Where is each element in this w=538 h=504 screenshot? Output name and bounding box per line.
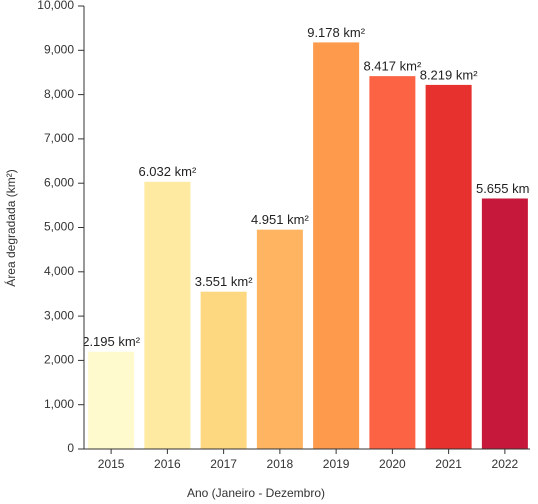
x-tick-label: 2017 [210, 457, 237, 471]
bar [369, 76, 416, 450]
value-label: 3.551 km² [195, 274, 253, 289]
bar [200, 291, 247, 449]
y-axis-title: Área degradada (km²) [3, 169, 18, 286]
value-label: 4.951 km² [251, 212, 309, 227]
y-tick-label: 10,000 [37, 0, 74, 12]
y-tick-label: 9,000 [44, 42, 74, 56]
y-tick-label: 3,000 [44, 308, 74, 322]
y-tick-label: 4,000 [44, 264, 74, 278]
bar [425, 84, 472, 449]
y-tick-label: 2,000 [44, 353, 74, 367]
x-tick-label: 2015 [98, 457, 125, 471]
value-label: 5.655 km² [476, 181, 534, 196]
y-tick-label: 6,000 [44, 175, 74, 189]
value-label: 2.195 km² [82, 334, 140, 349]
bar [88, 351, 135, 449]
x-tick-label: 2018 [267, 457, 294, 471]
bar [481, 198, 528, 449]
value-label: 8.219 km² [420, 67, 478, 82]
x-tick-label: 2020 [379, 457, 406, 471]
y-tick-label: 5,000 [44, 220, 74, 234]
value-label: 6.032 km² [138, 164, 196, 179]
y-tick-label: 1,000 [44, 397, 74, 411]
bar [313, 42, 360, 449]
y-tick-label: 8,000 [44, 87, 74, 101]
x-tick-label: 2021 [435, 457, 462, 471]
y-tick-label: 0 [67, 441, 74, 455]
bar [144, 181, 191, 449]
value-label: 8.417 km² [363, 59, 421, 74]
x-axis-title: Ano (Janeiro - Dezembro) [187, 486, 325, 500]
x-tick-label: 2022 [492, 457, 519, 471]
x-tick-label: 2019 [323, 457, 350, 471]
y-tick-label: 7,000 [44, 131, 74, 145]
x-tick-label: 2016 [154, 457, 181, 471]
bar [256, 229, 303, 449]
value-label: 9.178 km² [307, 25, 365, 40]
plot-area: 2.195 km² 6.032 km² 3.551 km² 4.951 km² 9.17… [82, 25, 534, 450]
